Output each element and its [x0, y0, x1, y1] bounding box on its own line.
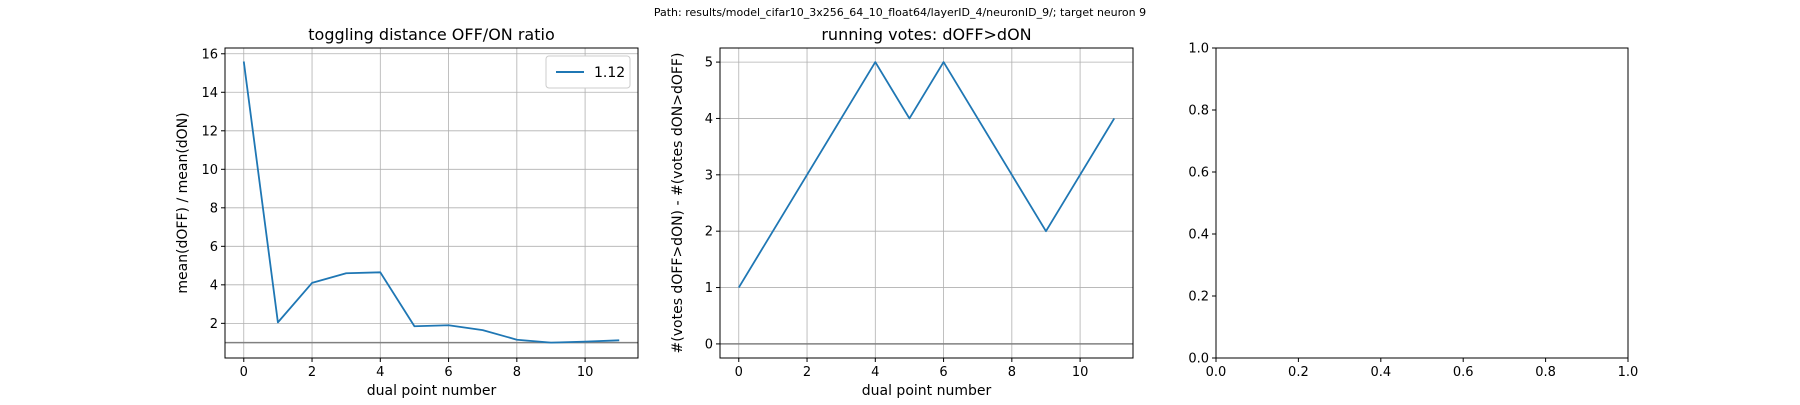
y-tick-label: 4: [705, 112, 713, 127]
y-tick-label: 10: [201, 163, 218, 178]
y-tick-label: 0.4: [1188, 228, 1209, 243]
x-tick-label: 0: [240, 365, 248, 380]
x-tick-label: 2: [803, 365, 811, 380]
x-tick-label: 0: [735, 365, 743, 380]
x-tick-label: 8: [513, 365, 521, 380]
y-tick-label: 16: [201, 47, 218, 62]
x-tick-label: 0.4: [1370, 365, 1391, 380]
x-tick-label: 10: [577, 365, 594, 380]
y-tick-label: 0.0: [1188, 352, 1209, 367]
x-tick-label: 0.2: [1288, 365, 1309, 380]
y-tick-label: 1: [705, 281, 713, 296]
y-tick-label: 2: [705, 225, 713, 240]
x-axis-label: dual point number: [367, 383, 497, 399]
legend-label: 1.12: [594, 65, 625, 81]
y-tick-label: 4: [210, 278, 218, 293]
y-tick-label: 6: [210, 240, 218, 255]
x-tick-label: 0.0: [1206, 365, 1227, 380]
x-tick-label: 4: [376, 365, 384, 380]
y-tick-label: 12: [201, 124, 218, 139]
y-axis-label: mean(dOFF) / mean(dON): [175, 112, 191, 293]
y-tick-label: 5: [705, 56, 713, 71]
y-tick-label: 3: [705, 168, 713, 183]
subplot-title: running votes: dOFF>dON: [821, 25, 1031, 44]
x-axis-label: dual point number: [862, 383, 992, 399]
x-tick-label: 0.6: [1453, 365, 1474, 380]
y-axis-label: #(votes dOFF>dON) - #(votes dON>dOFF): [670, 53, 686, 354]
x-tick-label: 6: [939, 365, 947, 380]
x-tick-label: 1.0: [1618, 365, 1639, 380]
y-tick-label: 0: [705, 337, 713, 352]
x-tick-label: 10: [1072, 365, 1089, 380]
y-tick-label: 0.8: [1188, 104, 1209, 119]
y-tick-label: 1.0: [1188, 42, 1209, 57]
subplot-title: toggling distance OFF/ON ratio: [308, 25, 554, 44]
y-tick-label: 2: [210, 317, 218, 332]
figure-suptitle: Path: results/model_cifar10_3x256_64_10_…: [654, 6, 1146, 19]
x-tick-label: 2: [308, 365, 316, 380]
y-tick-label: 14: [201, 86, 218, 101]
x-tick-label: 0.8: [1535, 365, 1556, 380]
y-tick-label: 0.2: [1188, 290, 1209, 305]
x-tick-label: 6: [444, 365, 452, 380]
y-tick-label: 8: [210, 201, 218, 216]
legend: 1.12: [546, 56, 630, 88]
x-tick-label: 8: [1008, 365, 1016, 380]
x-tick-label: 4: [871, 365, 879, 380]
y-tick-label: 0.6: [1188, 166, 1209, 181]
